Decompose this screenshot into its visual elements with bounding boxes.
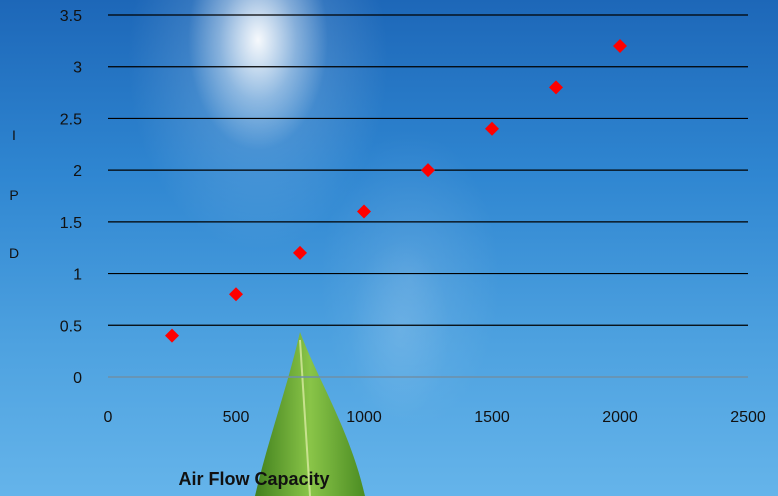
x-tick-label: 2500 [730, 409, 766, 426]
x-tick-label: 1500 [474, 409, 510, 426]
x-tick-label: 0 [104, 409, 113, 426]
data-point [165, 328, 179, 343]
y-axis-label-letter: P [9, 187, 18, 203]
x-axis-title: Air Flow Capacity [178, 469, 329, 489]
y-axis-ticks: 0 0.5 1 1.5 2 2.5 3 3.5 [60, 8, 82, 387]
y-tick-label: 3.5 [60, 8, 82, 25]
data-point [229, 287, 243, 302]
y-tick-label: 1.5 [60, 215, 82, 232]
data-point [293, 245, 307, 260]
x-tick-label: 1000 [346, 409, 382, 426]
y-tick-label: 2.5 [60, 111, 82, 128]
data-point [549, 80, 563, 95]
y-tick-label: 1 [73, 267, 82, 284]
data-point [357, 204, 371, 219]
y-axis-label-letter: I [12, 127, 16, 143]
x-tick-label: 2000 [602, 409, 638, 426]
y-axis-label-letter: D [9, 245, 19, 261]
data-point [613, 39, 627, 54]
x-tick-label: 500 [223, 409, 250, 426]
y-tick-label: 0 [73, 370, 82, 387]
y-tick-label: 3 [73, 60, 82, 77]
y-tick-label: 2 [73, 163, 82, 180]
data-points [165, 39, 627, 343]
y-tick-label: 0.5 [60, 318, 82, 335]
x-axis-ticks: 0 500 1000 1500 2000 2500 [104, 409, 766, 426]
data-point [421, 163, 435, 178]
data-point [485, 121, 499, 136]
y-axis-label: I P D [9, 127, 19, 261]
